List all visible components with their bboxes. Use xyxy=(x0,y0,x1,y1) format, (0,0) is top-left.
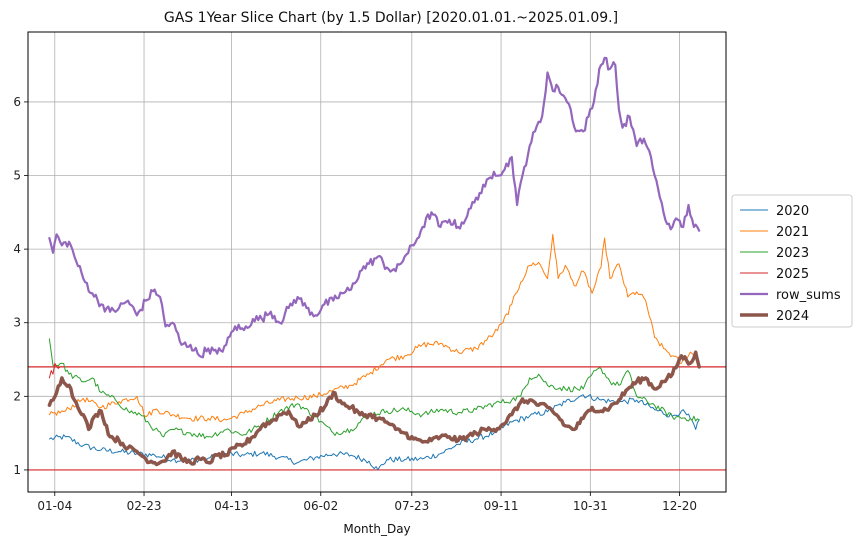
y-tick-label: 4 xyxy=(13,242,21,256)
x-tick-label: 09-11 xyxy=(484,499,519,513)
legend-entry: 2021 xyxy=(776,225,809,240)
y-tick-label: 2 xyxy=(13,389,21,403)
series-line-2023 xyxy=(48,338,700,439)
chart-title: GAS 1Year Slice Chart (by 1.5 Dollar) [2… xyxy=(164,10,618,26)
reference-lines xyxy=(28,366,726,471)
y-tick-label: 3 xyxy=(13,316,21,330)
x-tick-label: 06-02 xyxy=(303,499,338,513)
series-line-row-sums xyxy=(48,56,701,359)
legend-entry: 2024 xyxy=(776,309,809,324)
x-tick-label: 10-31 xyxy=(573,499,608,513)
legend-entry: row_sums xyxy=(776,288,841,303)
series-line-2025 xyxy=(48,362,65,379)
series-line-2021 xyxy=(48,233,700,423)
y-tick-label: 6 xyxy=(13,95,21,109)
legend: 2020 2021 2023 2025 row_sums 2024 xyxy=(731,194,853,328)
x-tick-label: 04-13 xyxy=(214,499,249,513)
x-tick-label: 07-23 xyxy=(394,499,429,513)
x-axis-ticks: 01-04 02-23 04-13 06-02 07-23 09-11 10-31 12-20 xyxy=(37,492,697,513)
legend-entry: 2020 xyxy=(776,204,809,219)
series-lines xyxy=(47,56,701,471)
series-line-2024 xyxy=(47,350,701,467)
plot-frame xyxy=(27,31,727,493)
x-tick-label: 12-20 xyxy=(662,499,697,513)
legend-entry: 2025 xyxy=(776,267,809,282)
x-axis-label: Month_Day xyxy=(343,522,410,536)
series-line-2020 xyxy=(48,394,700,471)
legend-entry: 2023 xyxy=(776,246,809,261)
y-tick-label: 1 xyxy=(13,463,21,477)
x-tick-label: 02-23 xyxy=(127,499,162,513)
x-tick-label: 01-04 xyxy=(37,499,72,513)
y-axis-ticks: 1 2 3 4 5 6 xyxy=(13,95,28,477)
y-tick-label: 5 xyxy=(13,169,21,183)
